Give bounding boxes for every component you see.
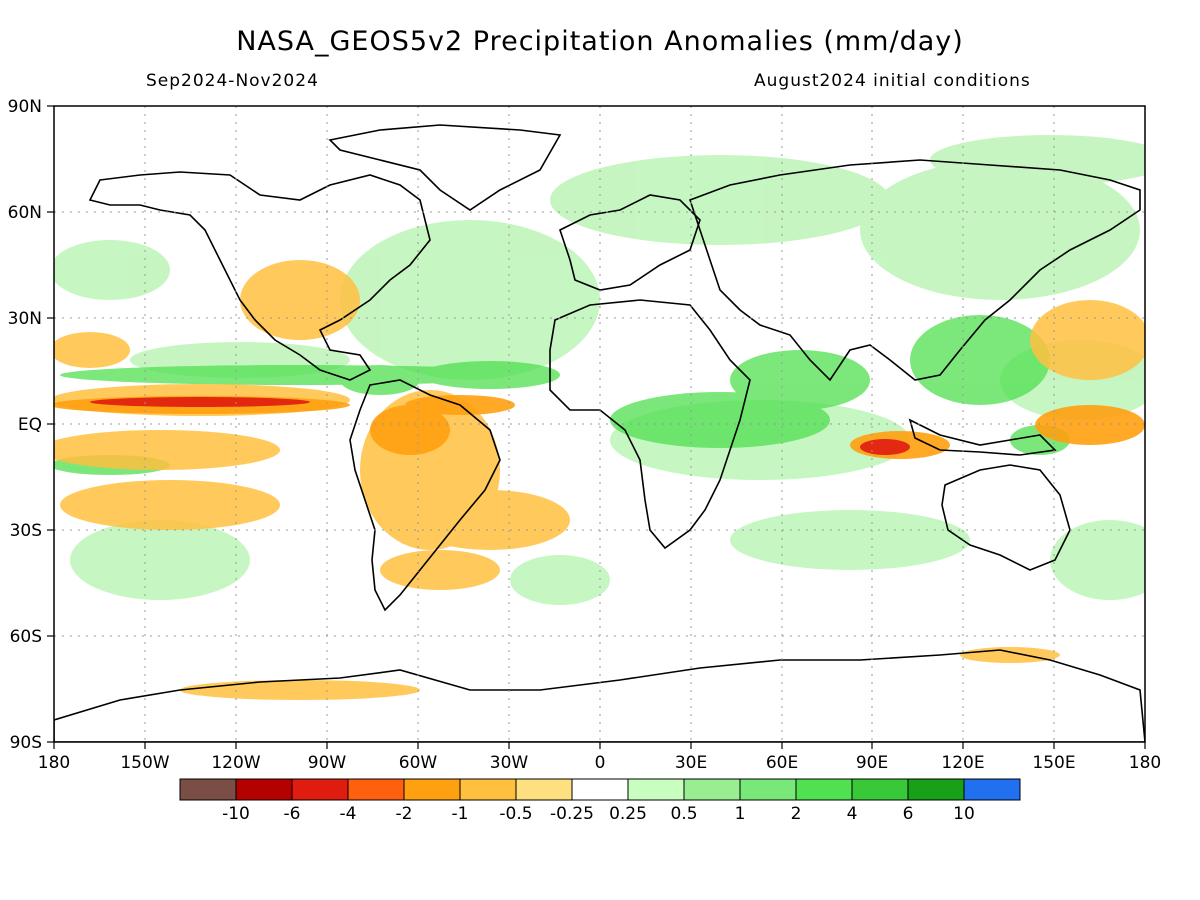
- colorbar-swatch: [459, 778, 517, 801]
- colorbar-label: 0.25: [609, 804, 647, 824]
- colorbar-swatch: [963, 778, 1021, 801]
- colorbar-label: 0.5: [670, 804, 697, 824]
- latitude-labels: 90N 60N 30N EQ 30S 60S 90S: [8, 97, 42, 753]
- lat-label: 30S: [10, 521, 42, 541]
- lon-label: 150E: [1032, 753, 1075, 773]
- colorbar-swatch: [403, 778, 461, 801]
- lon-label: 90E: [856, 753, 888, 773]
- colorbar-label: 1: [735, 804, 746, 824]
- positive-anomaly-medium: [54, 315, 1070, 475]
- colorbar-swatch: [291, 778, 349, 801]
- gridlines: [54, 106, 1145, 742]
- map-title: NASA_GEOS5v2 Precipitation Anomalies (mm…: [236, 26, 964, 57]
- australia-outline: [941, 464, 1071, 571]
- negative-anomaly-light: [54, 260, 1145, 700]
- lat-label: 90N: [8, 97, 42, 117]
- colorbar-swatch: [571, 778, 629, 801]
- lat-label: 30N: [8, 309, 42, 329]
- colorbar-label: 10: [953, 804, 975, 824]
- positive-anomaly-light: [54, 135, 1145, 605]
- colorbar-label: -0.5: [499, 804, 532, 824]
- lat-label: 90S: [10, 733, 42, 753]
- north-america-outline: [88, 171, 431, 381]
- lon-label: 60W: [399, 753, 438, 773]
- asia-outline: [688, 159, 1141, 382]
- colorbar-label: -4: [340, 804, 357, 824]
- colorbar-label: -10: [222, 804, 250, 824]
- lon-label: 60E: [766, 753, 798, 773]
- colorbar-swatch: [683, 778, 741, 801]
- lon-label: 120W: [211, 753, 260, 773]
- colorbar-swatch: [739, 778, 797, 801]
- south-america-outline: [349, 379, 501, 612]
- colorbar: [179, 778, 1021, 801]
- africa-outline: [549, 299, 751, 550]
- colorbar-swatch: [907, 778, 965, 801]
- europe-outline: [559, 194, 701, 291]
- colorbar-swatch: [795, 778, 853, 801]
- lon-label: 30E: [675, 753, 707, 773]
- colorbar-swatch: [627, 778, 685, 801]
- colorbar-label: 2: [791, 804, 802, 824]
- colorbar-swatch: [235, 778, 293, 801]
- colorbar-label: -2: [396, 804, 413, 824]
- colorbar-swatch: [515, 778, 573, 801]
- anomaly-field: [54, 135, 1145, 700]
- lon-label: 150W: [120, 753, 169, 773]
- axis-ticks: [47, 105, 1146, 749]
- lon-label: 180: [1129, 753, 1161, 773]
- maritime-continent-outline: [908, 418, 1057, 456]
- greenland-outline: [328, 124, 562, 211]
- period-label: Sep2024-Nov2024: [146, 71, 319, 91]
- colorbar-label: -1: [452, 804, 469, 824]
- colorbar-label: -0.25: [550, 804, 594, 824]
- colorbar-swatch: [179, 778, 237, 801]
- colorbar-label: -6: [284, 804, 301, 824]
- conditions-label: August2024 initial conditions: [754, 71, 1031, 91]
- lon-label: 90W: [308, 753, 347, 773]
- antarctica-outline: [54, 649, 1145, 742]
- lat-label: EQ: [18, 415, 42, 435]
- lat-label: 60S: [10, 627, 42, 647]
- colorbar-labels: -10 -6 -4 -2 -1 -0.5 -0.25 0.25 0.5 1 2 4 6 10: [222, 804, 975, 824]
- lon-label: 120E: [941, 753, 984, 773]
- colorbar-label: 6: [903, 804, 914, 824]
- lon-label: 180: [38, 753, 70, 773]
- lon-label: 30W: [490, 753, 529, 773]
- longitude-labels: 180 150W 120W 90W 60W 30W 0 30E 60E 90E …: [38, 753, 1161, 773]
- colorbar-swatch: [851, 778, 909, 801]
- lon-label: 0: [595, 753, 606, 773]
- lat-label: 60N: [8, 203, 42, 223]
- colorbar-label: 4: [847, 804, 858, 824]
- colorbar-swatch: [347, 778, 405, 801]
- coastlines: [54, 124, 1145, 742]
